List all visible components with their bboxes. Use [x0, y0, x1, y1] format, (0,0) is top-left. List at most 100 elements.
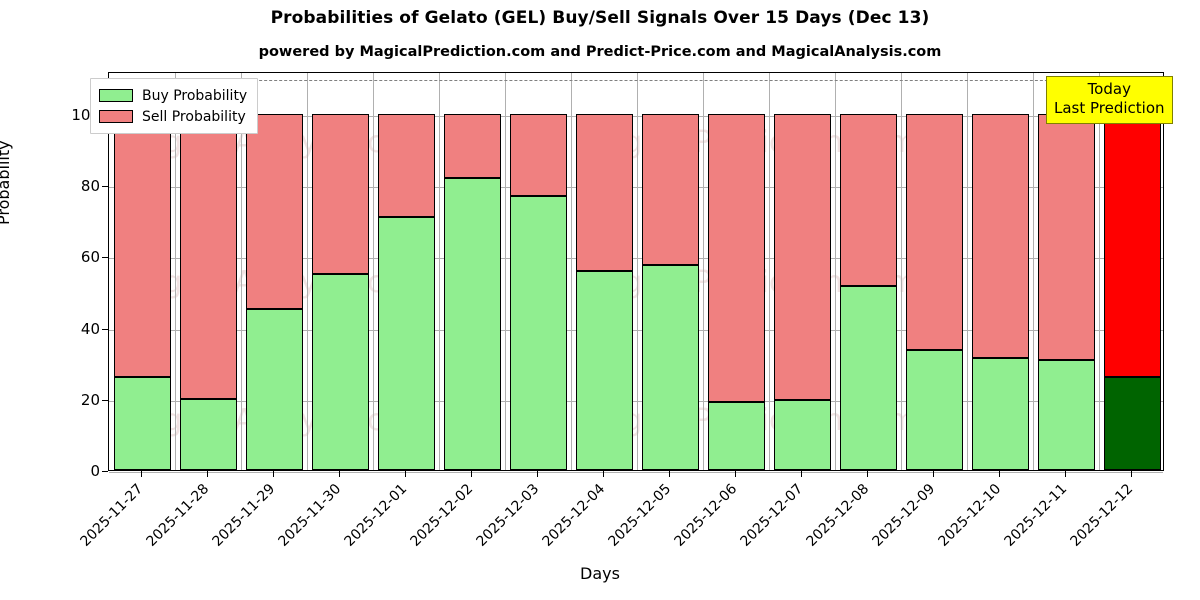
y-gridline — [109, 258, 1163, 260]
bar[interactable] — [245, 71, 303, 470]
y-gridline — [109, 115, 1163, 117]
bar-segment-sell[interactable] — [575, 113, 633, 272]
x-tick-mark — [1065, 471, 1066, 477]
bar-segment-sell[interactable] — [839, 113, 897, 286]
bar-segment-sell[interactable] — [179, 113, 237, 400]
bar-segment-sell[interactable] — [1103, 113, 1161, 377]
bar-segment-buy[interactable] — [509, 195, 567, 470]
bar-segment-buy[interactable] — [1103, 376, 1161, 470]
bar[interactable] — [509, 71, 567, 470]
bar-segment-sell[interactable] — [773, 113, 831, 401]
x-gridline — [175, 73, 176, 470]
legend-swatch-sell — [99, 110, 133, 123]
bar-segment-buy[interactable] — [707, 401, 765, 470]
x-gridline — [505, 73, 506, 470]
x-tick-mark — [669, 471, 670, 477]
legend-item-buy: Buy Probability — [99, 85, 247, 106]
x-gridline — [703, 73, 704, 470]
bar-segment-sell[interactable] — [113, 113, 171, 377]
bar-segment-buy[interactable] — [179, 399, 237, 470]
x-gridline — [769, 73, 770, 470]
bar[interactable] — [641, 71, 699, 470]
x-tick-label: 2025-12-11 — [1001, 481, 1071, 550]
bar-segment-buy[interactable] — [311, 274, 369, 470]
x-tick-label: 2025-11-27 — [77, 481, 147, 550]
bar-segment-sell[interactable] — [443, 113, 501, 178]
y-tick-mark — [102, 471, 108, 472]
y-gridline — [109, 329, 1163, 331]
y-tick-mark — [102, 399, 108, 401]
bar-segment-buy[interactable] — [971, 357, 1029, 470]
x-gridline — [241, 73, 242, 470]
bar[interactable] — [179, 71, 237, 470]
x-axis-label: Days — [580, 564, 620, 583]
bar-today[interactable] — [1103, 71, 1161, 470]
bar[interactable] — [839, 71, 897, 470]
legend-label-sell: Sell Probability — [142, 108, 246, 125]
x-gridline — [967, 73, 968, 470]
bar-segment-buy[interactable] — [245, 309, 303, 470]
x-tick-mark — [801, 471, 802, 477]
bar-segment-sell[interactable] — [641, 113, 699, 266]
bar-segment-buy[interactable] — [443, 177, 501, 470]
y-gridline — [109, 187, 1163, 188]
bar-segment-sell[interactable] — [377, 113, 435, 218]
y-tick-label: 80 — [80, 177, 100, 195]
y-tick-mark — [102, 186, 108, 187]
x-tick-label: 2025-12-05 — [605, 481, 675, 550]
bar-segment-buy[interactable] — [905, 349, 963, 470]
threshold-dashed-line — [109, 80, 1163, 82]
x-tick-mark — [537, 471, 538, 477]
bar-segment-buy[interactable] — [773, 400, 831, 470]
chart-title: Probabilities of Gelato (GEL) Buy/Sell S… — [270, 8, 930, 28]
x-gridline — [307, 73, 308, 470]
bar-segment-buy[interactable] — [839, 285, 897, 470]
bar-segment-sell[interactable] — [311, 113, 369, 275]
y-tick-label: 40 — [80, 319, 100, 338]
bar-segment-sell[interactable] — [1037, 113, 1095, 361]
x-gridline — [1033, 73, 1034, 470]
y-axis-label: Probability — [0, 140, 13, 225]
bar[interactable] — [443, 71, 501, 470]
x-tick-label: 2025-12-12 — [1067, 481, 1137, 550]
y-tick-mark — [102, 257, 108, 259]
x-tick-mark — [867, 471, 868, 477]
bar-segment-buy[interactable] — [377, 217, 435, 470]
x-tick-mark — [933, 471, 934, 477]
bar[interactable] — [1037, 71, 1095, 470]
x-tick-mark — [999, 471, 1000, 477]
bar-segment-sell[interactable] — [905, 113, 963, 350]
bar-segment-buy[interactable] — [113, 376, 171, 470]
bar-segment-sell[interactable] — [971, 113, 1029, 358]
x-tick-label: 2025-12-02 — [407, 481, 477, 550]
x-tick-label: 2025-11-29 — [209, 481, 279, 550]
x-tick-mark — [405, 471, 406, 477]
bar[interactable] — [773, 71, 831, 470]
y-gridline — [109, 472, 1163, 473]
bar-segment-sell[interactable] — [707, 113, 765, 402]
plot-area: MagicalAnalysis.comMagicalPrediction.com… — [108, 71, 1164, 473]
x-tick-mark — [339, 471, 340, 477]
legend-label-buy: Buy Probability — [142, 87, 248, 104]
x-tick-label: 2025-11-28 — [143, 481, 213, 550]
bar-segment-sell[interactable] — [245, 113, 303, 310]
bar[interactable] — [905, 71, 963, 470]
bar-segment-buy[interactable] — [575, 271, 633, 470]
bar[interactable] — [971, 71, 1029, 470]
bar[interactable] — [311, 71, 369, 470]
bar-segment-sell[interactable] — [509, 113, 567, 196]
bar[interactable] — [113, 71, 171, 470]
bar-segment-buy[interactable] — [1037, 360, 1095, 470]
bar-segment-buy[interactable] — [641, 265, 699, 470]
bar[interactable] — [377, 71, 435, 470]
x-gridline — [835, 73, 836, 470]
today-annotation: Today Last Prediction — [1046, 76, 1173, 124]
legend-item-sell: Sell Probability — [99, 106, 247, 127]
x-tick-mark — [141, 471, 142, 477]
x-tick-label: 2025-12-07 — [737, 481, 807, 550]
today-annotation-line2: Last Prediction — [1054, 99, 1165, 117]
bar[interactable] — [575, 71, 633, 470]
y-tick-mark — [102, 328, 108, 330]
bar[interactable] — [707, 71, 765, 470]
legend-swatch-buy — [99, 89, 133, 102]
